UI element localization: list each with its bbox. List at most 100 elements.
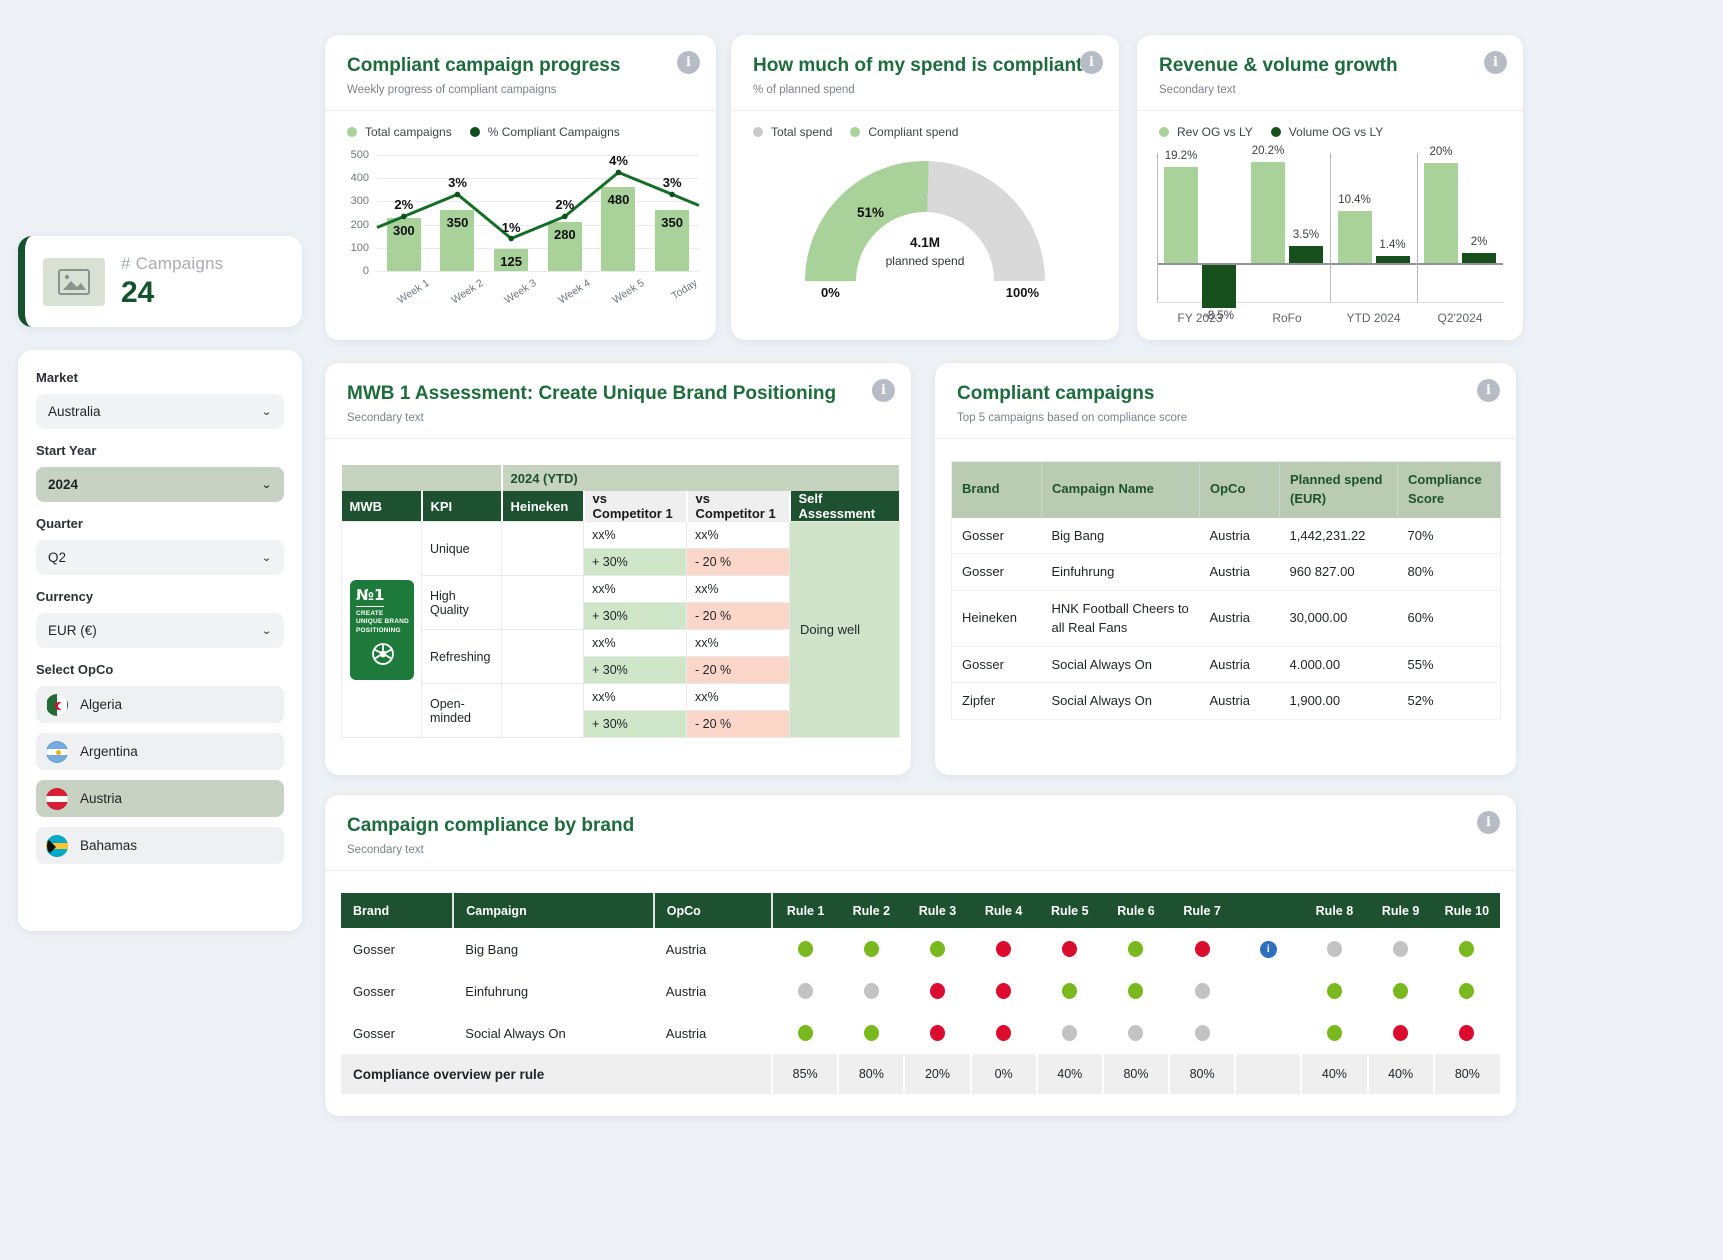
rule-compliance-pct	[1234, 1054, 1302, 1094]
rule-status-cell	[772, 1012, 839, 1054]
vs-competitor-1-delta: + 30%	[583, 710, 687, 738]
legend-label: Compliant spend	[868, 125, 959, 139]
rule-compliance-pct: 40%	[1300, 1054, 1368, 1094]
rev-bar-label: 20%	[1429, 146, 1453, 158]
vs-competitor-1-value: xx%	[583, 521, 687, 549]
card-subtitle: Weekly progress of compliant campaigns	[347, 84, 557, 96]
vs-competitor-1-delta: + 30%	[583, 602, 687, 630]
status-dot-green	[863, 941, 879, 958]
mwb-delta-row: + 30% - 20 %	[342, 656, 900, 684]
line-point-label: 4%	[609, 153, 628, 169]
gridline	[377, 178, 699, 180]
bar-slot: 480	[592, 155, 646, 271]
compliance-footer-row: Compliance overview per rule 85% 80% 20% 0% 4…	[341, 1054, 1500, 1094]
soccer-ball-icon	[370, 641, 396, 670]
rule-status-cell	[1433, 1012, 1500, 1054]
x-axis-label: Week 4	[556, 277, 593, 307]
rule-status-cell	[1102, 928, 1170, 970]
opco-item-algeria[interactable]: Algeria	[36, 686, 284, 723]
rule-status-cell	[1301, 928, 1368, 970]
rule-status-cell	[1367, 1012, 1434, 1054]
gauge-center-value: 4.1M	[909, 235, 940, 250]
y-axis-tick: 200	[350, 218, 369, 231]
info-icon[interactable]: i	[1477, 379, 1500, 402]
chevron-down-icon: ⌄	[261, 478, 272, 491]
volume-bar-label: 3.5%	[1292, 228, 1320, 241]
status-dot-green	[1393, 983, 1409, 1000]
status-dot-green	[797, 1025, 813, 1042]
total-campaigns-bar	[655, 209, 690, 271]
opco-name: Bahamas	[80, 838, 138, 853]
market-select[interactable]: Australia ⌄	[36, 394, 284, 429]
mwb-assessment-card: MWB 1 Assessment: Create Unique Brand Po…	[325, 363, 911, 775]
legend-dot-volume	[1270, 127, 1281, 137]
score-cell: 70%	[1397, 517, 1501, 555]
status-dot-red	[929, 983, 945, 1000]
col-vs-competitor-1: vs Competitor 1	[583, 491, 688, 522]
opco-cell: Austria	[1199, 590, 1280, 647]
status-dot-green	[1128, 941, 1144, 958]
info-icon[interactable]: i	[1080, 51, 1103, 74]
info-dot-icon[interactable]: i	[1259, 940, 1277, 958]
gridline	[377, 201, 699, 203]
compliance-table: Brand Campaign OpCo Rule 1 Rule 2 Rule 3 Rule …	[341, 893, 1500, 1094]
currency-select[interactable]: EUR (€) ⌄	[36, 613, 284, 648]
brand-cell: Gosser	[951, 517, 1042, 555]
market-label: Market	[36, 370, 78, 385]
info-icon[interactable]: i	[1484, 51, 1507, 74]
opco-item-austria[interactable]: Austria	[36, 780, 284, 817]
campaign-cell: Social Always On	[453, 1012, 654, 1054]
currency-value: EUR (€)	[48, 623, 97, 638]
campaign-row: Heineken HNK Football Cheers to all Real …	[951, 590, 1501, 647]
status-dot-green	[1128, 983, 1144, 1000]
rule-status-cell	[1036, 928, 1103, 970]
start-year-value: 2024	[48, 477, 79, 492]
opco-item-argentina[interactable]: Argentina	[36, 733, 284, 770]
card-subtitle: Secondary text	[347, 412, 424, 424]
x-axis-label: Week 3	[502, 277, 539, 307]
spend-cell: 1,442,231.22	[1279, 517, 1398, 555]
volume-bar	[1289, 245, 1323, 263]
status-dot-red	[1194, 941, 1210, 958]
rule-compliance-pct: 80%	[1432, 1054, 1500, 1094]
start-year-select[interactable]: 2024 ⌄	[36, 467, 284, 502]
campaign-cell: Social Always On	[1041, 682, 1200, 720]
y-axis-tick: 400	[350, 172, 369, 185]
rule-compliance-pct: 80%	[1168, 1054, 1236, 1094]
quarter-select[interactable]: Q2 ⌄	[36, 540, 284, 575]
card-title: Compliant campaigns	[957, 383, 1155, 404]
vs-competitor-2-value: xx%	[686, 521, 790, 549]
rev-bar-label: 19.2%	[1164, 150, 1198, 162]
col-rule-3: Rule 3	[904, 893, 971, 928]
status-dot-green	[797, 941, 813, 958]
col-rule-5: Rule 5	[1036, 893, 1103, 928]
bar-slot: 125	[484, 155, 538, 271]
revenue-grouped-bar-chart: 19.2% -8.5% 20.2% 3.5% 10.4% 1.4% 20% 2%	[1157, 145, 1503, 322]
opco-item-bahamas[interactable]: Bahamas	[36, 827, 284, 864]
self-assessment-cell: Doing well	[788, 521, 901, 738]
x-axis-label: YTD 2024	[1346, 311, 1401, 325]
kpi-name-cell: Refreshing	[421, 629, 502, 684]
col-rule-7: Rule 7	[1169, 893, 1236, 928]
y-axis-tick: 100	[350, 241, 369, 254]
legend-label: Total campaigns	[365, 125, 452, 139]
mwb-header-row: MWB KPI Heineken vs Competitor 1 vs Comp…	[341, 491, 901, 522]
compliance-row: Gosser Einfuhrung Austria	[341, 970, 1500, 1012]
col-rule-9: Rule 9	[1367, 893, 1434, 928]
rule-status-cell	[1036, 1012, 1103, 1054]
vs-competitor-2-delta: - 20 %	[686, 656, 790, 684]
info-icon[interactable]: i	[677, 51, 700, 74]
info-icon[interactable]: i	[872, 379, 895, 402]
compliant-campaigns-card: Compliant campaigns Top 5 campaigns base…	[935, 363, 1516, 775]
rule-status-cell	[1433, 928, 1500, 970]
y-axis-tick: 0	[362, 265, 369, 277]
info-icon[interactable]: i	[1477, 811, 1500, 834]
spend-cell: 1,900.00	[1279, 682, 1398, 720]
rev-bar	[1424, 163, 1458, 263]
bar-slot: 300	[377, 155, 431, 271]
total-campaigns-bar	[440, 209, 475, 271]
period-band: 2024 (YTD)	[501, 465, 901, 491]
filters-panel: Market Australia ⌄ Start Year 2024 ⌄ Qua…	[18, 350, 302, 931]
rev-bar-label: 10.4%	[1338, 194, 1371, 206]
mwb-delta-row: + 30% - 20 %	[342, 602, 900, 630]
